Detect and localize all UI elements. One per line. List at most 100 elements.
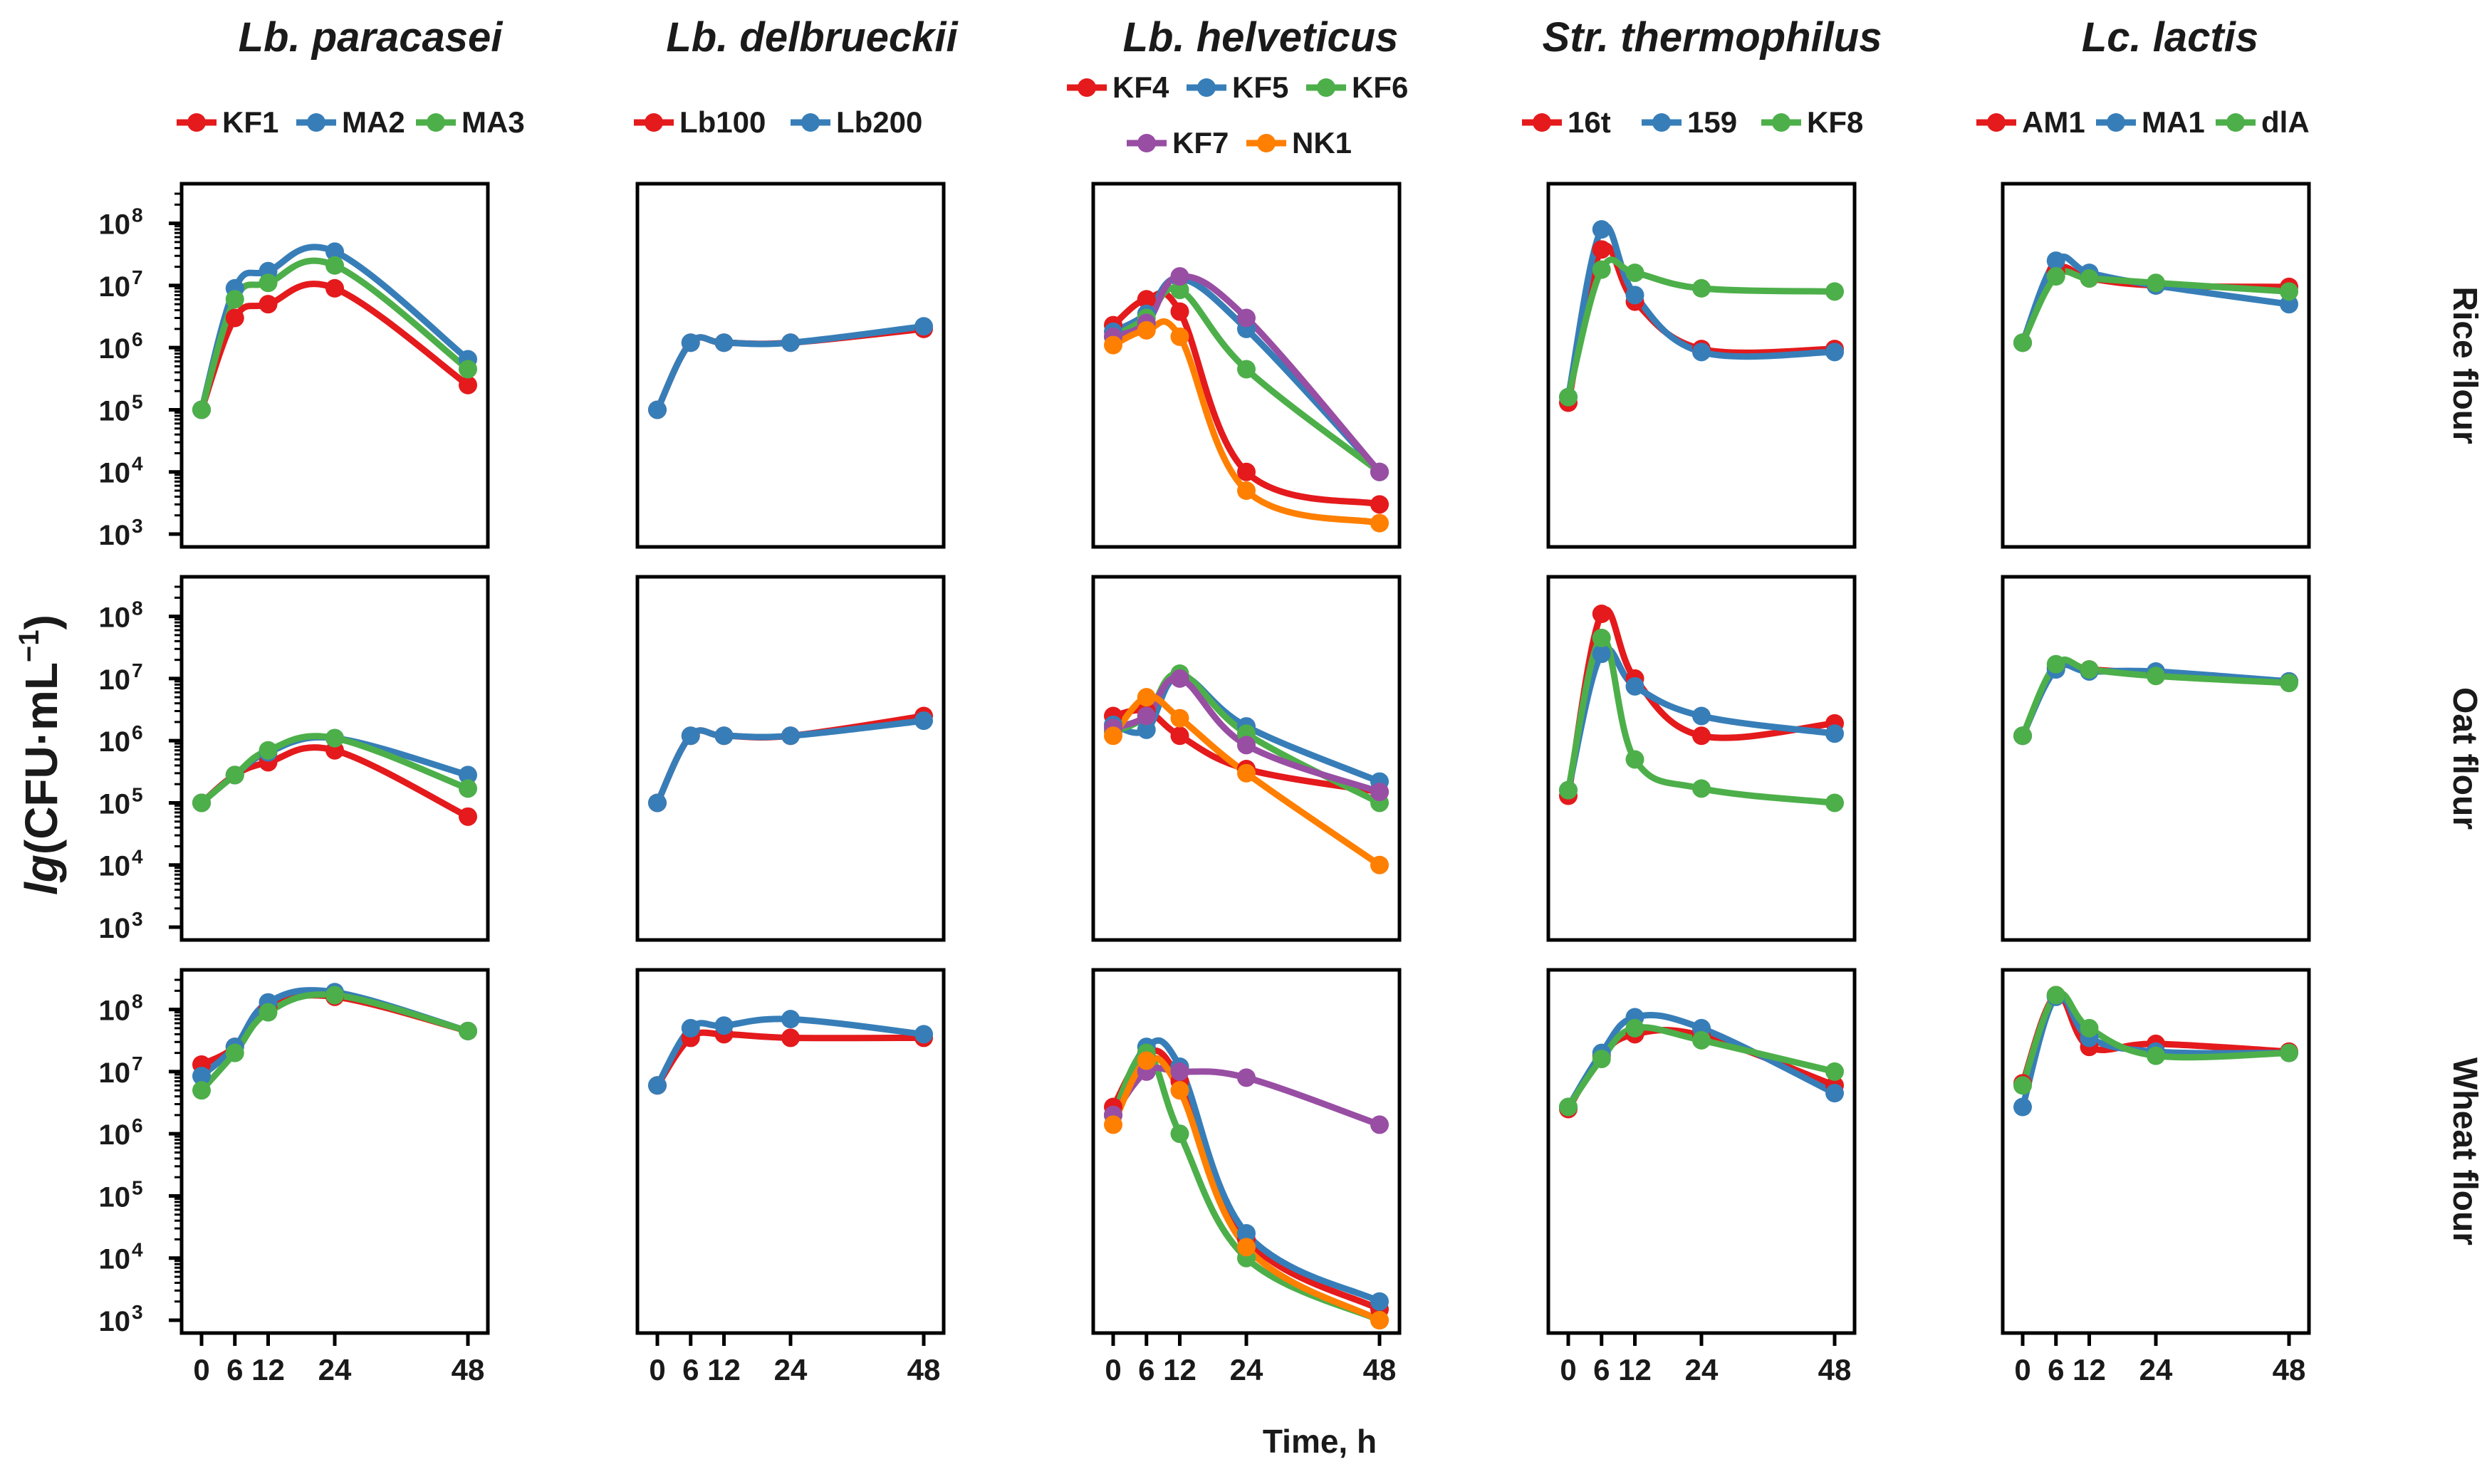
data-point [259,273,278,293]
data-point [259,1003,278,1022]
y-tick-exponent: 4 [132,453,143,475]
data-point [681,1018,700,1038]
y-tick-label: 10 [99,788,131,820]
data-point [259,295,278,314]
y-tick-exponent: 4 [132,846,143,868]
legend-swatch-marker [187,113,206,132]
data-point [459,375,477,394]
x-tick-label: 48 [907,1353,941,1386]
data-point [1370,513,1389,533]
data-point [714,726,734,746]
x-tick-label: 12 [251,1353,285,1386]
legend-swatch-marker [1772,113,1790,132]
data-point [1370,783,1389,802]
data-point [2046,251,2065,271]
legend-label: KF6 [1352,70,1408,104]
data-point [2046,267,2065,286]
data-point [1237,1238,1256,1257]
data-point [648,400,667,419]
legend-swatch-marker [645,113,663,132]
row-labels: Rice flour Oat flour Wheat flour [2446,286,2483,1245]
x-tick-label: 6 [1593,1353,1610,1386]
y-tick-exponent: 7 [132,1052,143,1075]
legend-item: MA1 [2096,105,2205,139]
series-line [198,281,471,413]
x-tick-label: 24 [318,1353,352,1386]
data-point [1137,688,1156,707]
x-tick-label: 6 [226,1353,243,1386]
y-axis-title: lg(CFU·mL−1) [14,615,67,895]
x-tick-label: 48 [1818,1353,1852,1386]
data-point [1559,1097,1578,1117]
y-tick-label: 10 [99,209,131,241]
data-point [1104,726,1122,746]
data-point [259,741,278,760]
y-tick-exponent: 5 [132,390,143,412]
legend-swatch-marker [427,113,445,132]
legend-item: KF1 [177,105,278,139]
legend-item: AM1 [1976,105,2085,139]
data-point [1825,793,1844,812]
legend-label: 159 [1687,105,1737,139]
data-point [459,1021,477,1040]
y-tick-label: 10 [99,726,131,758]
y-tick-label: 10 [99,1119,131,1151]
panel [2001,575,2311,942]
series-line [1110,1055,1383,1324]
data-point [1137,706,1156,726]
data-point [325,242,344,261]
panel [2001,182,2311,549]
data-point [1370,462,1389,481]
data-point [1592,605,1611,624]
x-tick-label: 24 [2139,1353,2173,1386]
data-point [914,317,933,336]
panel: 0 6 12 24 48 [2001,968,2311,1386]
data-point [1137,720,1156,739]
data-point [1592,628,1611,647]
panel-frame [2001,575,2311,942]
legend-swatch-marker [1652,113,1671,132]
x-tick-label: 48 [452,1353,485,1386]
legend-label: MA1 [2142,105,2205,139]
legend-label: AM1 [2022,105,2085,139]
x-tick-label: 24 [1230,1353,1263,1386]
y-tick-label: 10 [99,664,131,696]
data-point [681,726,700,746]
data-point [1625,750,1644,769]
panel-frame [1091,182,1402,549]
legend-item: MA2 [296,105,405,139]
data-point [1170,1062,1189,1081]
y-tick-label: 10 [99,913,131,944]
data-point [1692,726,1711,746]
row-label: Wheat flour [2446,1057,2483,1245]
series-line [1110,1047,1383,1313]
legend-label: KF5 [1232,70,1288,104]
row-label: Oat flour [2446,687,2483,830]
data-point [1370,495,1389,514]
legend-swatch-marker [801,113,820,132]
y-tick-label: 10 [99,851,131,882]
axis-labels: Time, h lg(CFU·mL−1) [14,615,1377,1460]
data-point [781,726,800,746]
x-tick-label: 48 [1363,1353,1397,1386]
series-line [1110,1065,1383,1128]
data-point [2147,667,2165,686]
legend-item: KF8 [1761,105,1863,139]
x-tick-label: 12 [707,1353,741,1386]
data-point [1170,327,1189,346]
y-tick-label: 10 [99,1057,131,1089]
row-label: Rice flour [2446,286,2483,444]
data-point [1170,726,1189,746]
data-point [459,807,477,826]
data-point [2080,268,2099,288]
data-point [1625,676,1644,696]
panel [635,182,946,549]
species-titles: Lb. paracasei Lb. delbrueckii Lb. helvetic… [239,14,2258,61]
legend-item: KF6 [1306,70,1408,104]
data-point [1592,644,1611,664]
legend-label: dlA [2261,105,2310,139]
x-tick-label: 24 [1685,1353,1719,1386]
x-tick-label: 6 [1138,1353,1154,1386]
legend-item: KF4 [1067,70,1169,104]
